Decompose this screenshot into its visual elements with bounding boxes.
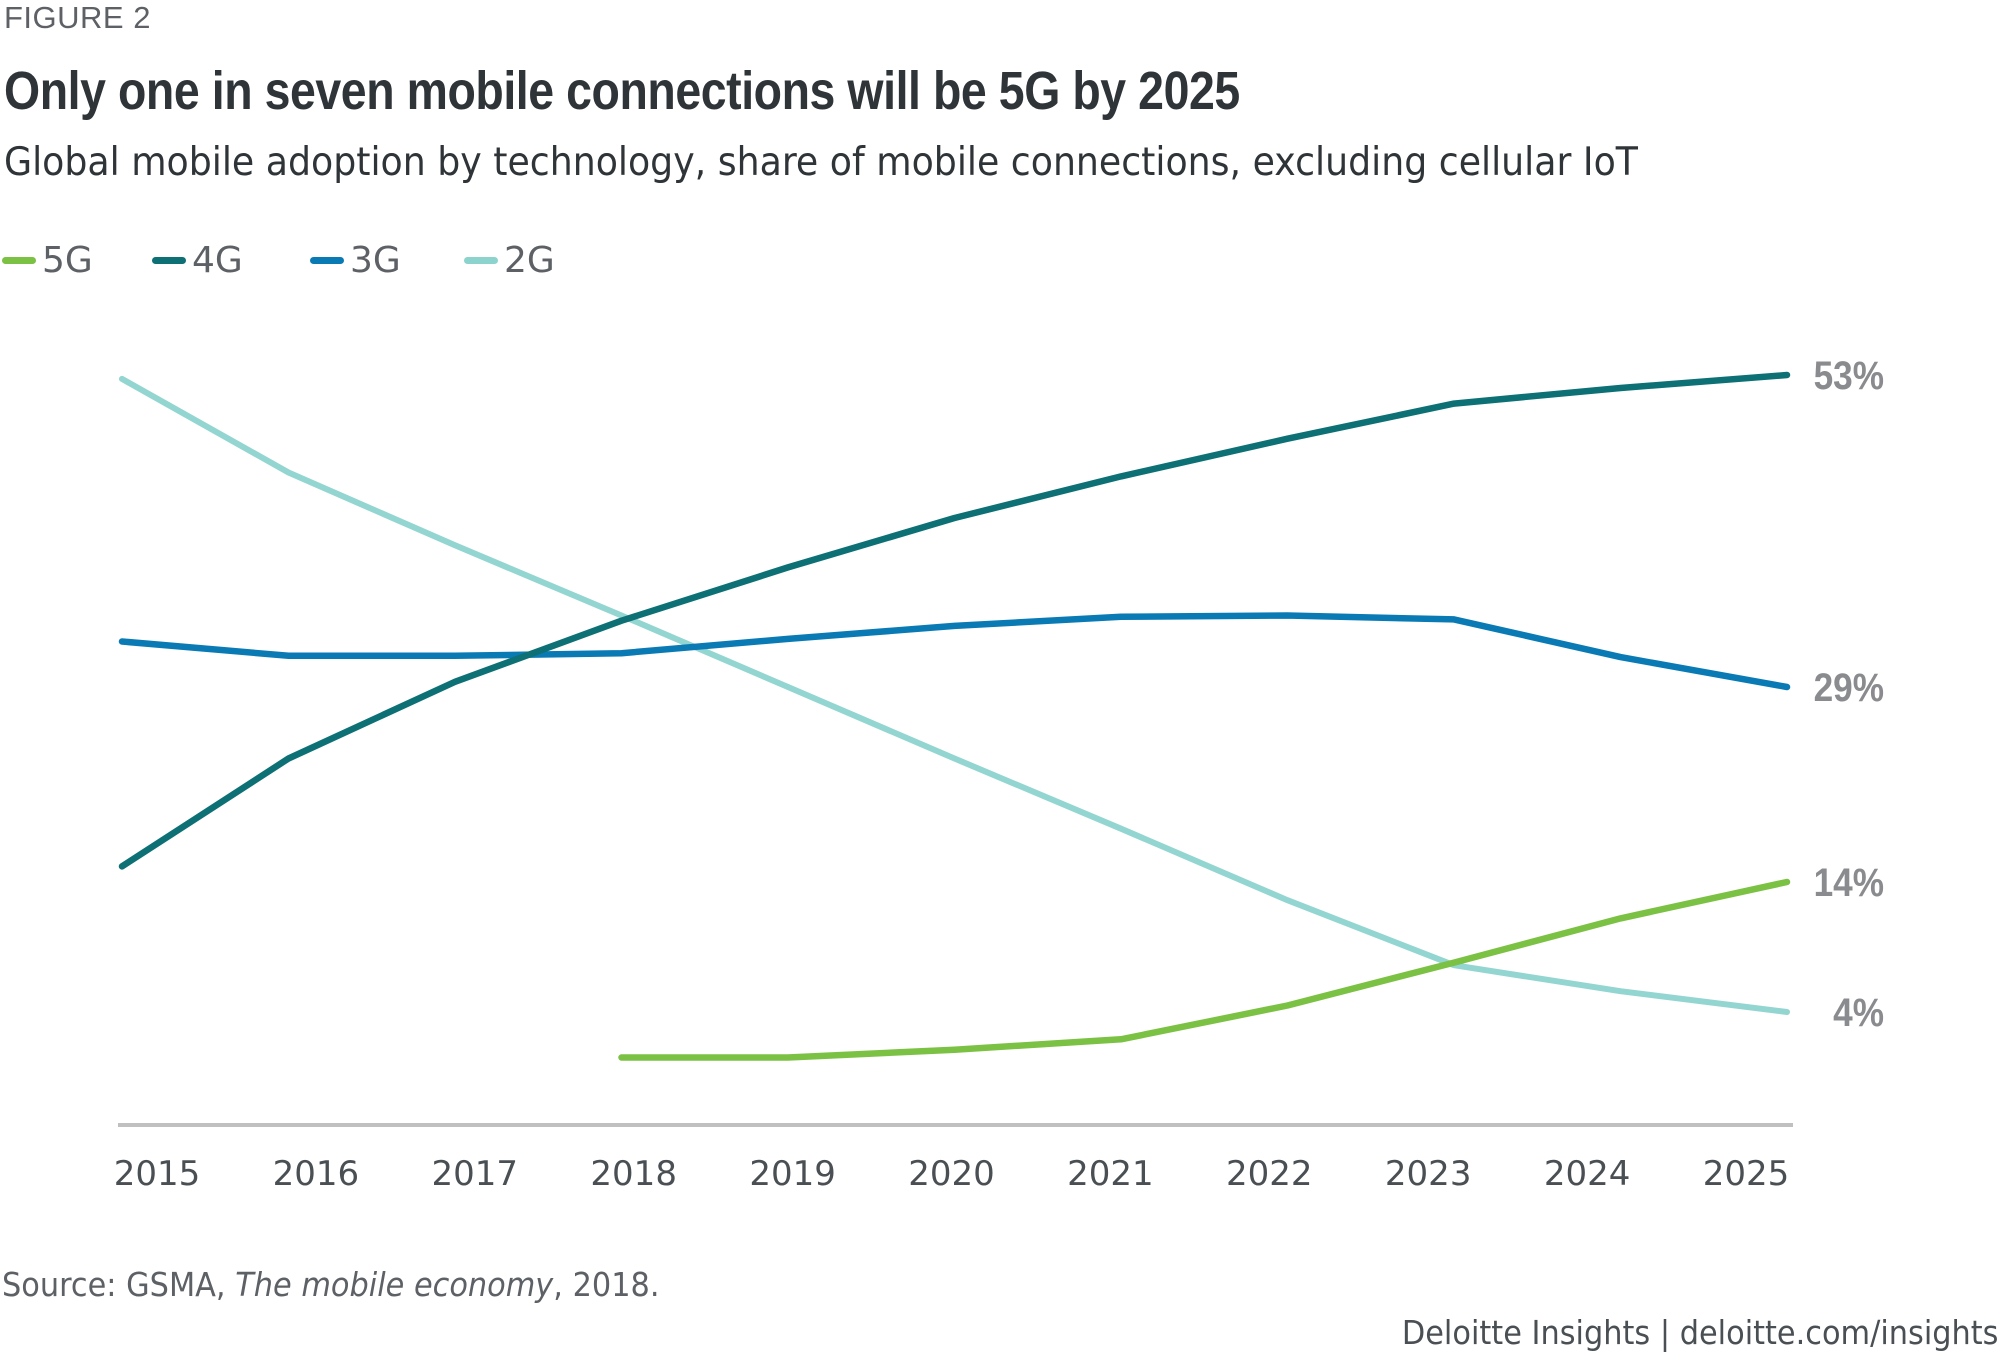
x-tick-label: 2020: [908, 1154, 995, 1194]
figure-label: FIGURE 2: [4, 0, 151, 35]
source-suffix: , 2018.: [553, 1265, 660, 1304]
legend-item-4g: 4G: [152, 240, 310, 281]
legend-swatch-3g: [310, 257, 344, 264]
footer-credit: Deloitte Insights | deloitte.com/insight…: [1401, 1313, 1998, 1352]
x-tick-label: 2016: [273, 1154, 360, 1194]
series-line-2g: [119, 375, 1790, 1015]
chart-subtitle: Global mobile adoption by technology, sh…: [4, 140, 1638, 185]
legend-label-4g: 4G: [192, 240, 243, 281]
x-tick-label: 2018: [590, 1154, 677, 1194]
x-tick-label: 2025: [1703, 1154, 1790, 1194]
source-prefix: Source: GSMA,: [2, 1265, 236, 1304]
source-note: Source: GSMA, The mobile economy, 2018.: [2, 1265, 659, 1304]
legend: 5G 4G 3G 2G: [2, 240, 555, 281]
source-publication: The mobile economy: [235, 1265, 554, 1304]
x-tick-label: 2019: [749, 1154, 836, 1194]
x-tick-label: 2023: [1385, 1154, 1472, 1194]
legend-label-2g: 2G: [504, 240, 555, 281]
legend-swatch-4g: [152, 257, 186, 264]
legend-swatch-2g: [464, 257, 498, 264]
x-tick-label: 2022: [1226, 1154, 1313, 1194]
legend-item-5g: 5G: [2, 240, 152, 281]
x-tick-label: 2015: [114, 1154, 201, 1194]
x-tick-label: 2021: [1067, 1154, 1154, 1194]
series-line-3g: [118, 612, 1791, 691]
legend-swatch-5g: [2, 257, 36, 264]
chart-title: Only one in seven mobile connections wil…: [4, 61, 1240, 121]
x-tick-label: 2024: [1544, 1154, 1631, 1194]
legend-item-3g: 3G: [310, 240, 464, 281]
x-tick-label: 2017: [432, 1154, 519, 1194]
end-label-2g: 4%: [1833, 990, 1884, 1035]
series-lines: [118, 371, 1791, 1061]
series-line-5g: [618, 878, 1791, 1061]
series-line-4g: [118, 371, 1791, 870]
end-label-3g: 29%: [1814, 665, 1884, 710]
legend-item-2g: 2G: [464, 240, 555, 281]
x-axis: 2015 2016 2017 2018 2019 2020 2021 2022 2023 2024…: [114, 1123, 1793, 1194]
legend-label-5g: 5G: [42, 240, 93, 281]
end-label-5g: 14%: [1814, 860, 1884, 905]
legend-label-3g: 3G: [350, 240, 401, 281]
end-labels: 4% 29% 53% 14%: [1814, 353, 1884, 1035]
end-label-4g: 53%: [1814, 353, 1884, 398]
